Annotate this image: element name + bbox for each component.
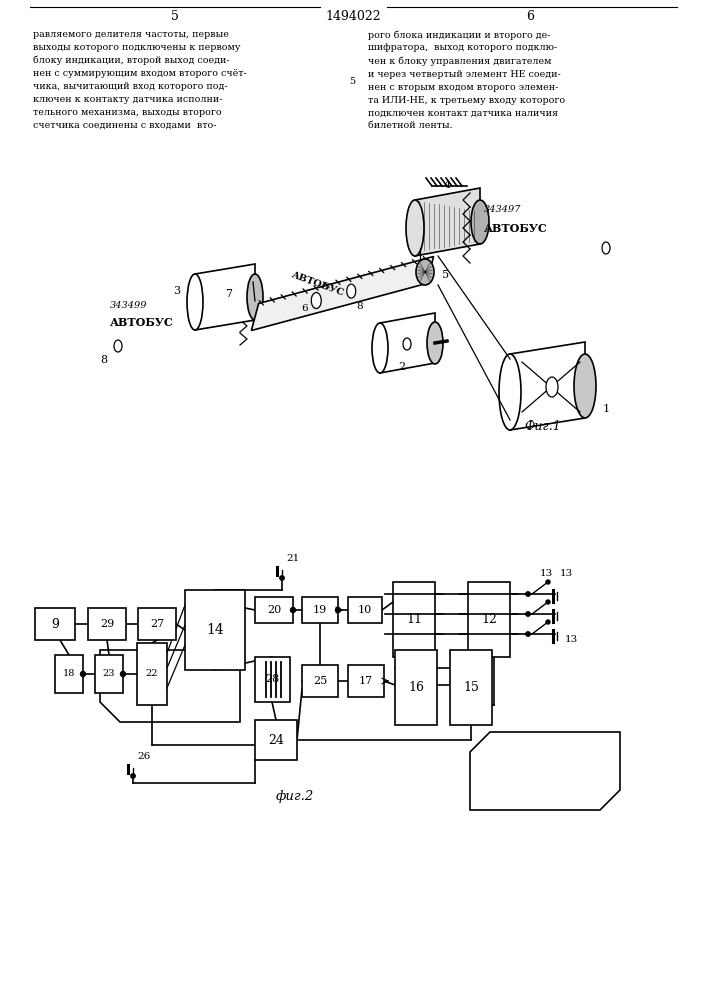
- Bar: [450, 650, 492, 725]
- Bar: [348, 665, 384, 697]
- Ellipse shape: [114, 340, 122, 352]
- Ellipse shape: [602, 242, 610, 254]
- Ellipse shape: [346, 284, 356, 298]
- Bar: [185, 590, 245, 670]
- Text: равляемого делителя частоты, первые
выходы которого подключены к первому
блоку и: равляемого делителя частоты, первые выхо…: [33, 30, 247, 130]
- Text: 343497: 343497: [484, 205, 522, 214]
- Text: 11: 11: [406, 613, 422, 626]
- Circle shape: [336, 607, 341, 612]
- Text: АВТОБУС: АВТОБУС: [110, 317, 174, 328]
- Ellipse shape: [187, 274, 203, 330]
- Text: АВТОБУС: АВТОБУС: [290, 270, 346, 298]
- Circle shape: [526, 632, 530, 636]
- Text: 10: 10: [358, 605, 372, 615]
- Bar: [255, 720, 297, 760]
- Text: 15: 15: [463, 681, 479, 694]
- Bar: [138, 608, 176, 640]
- Bar: [137, 643, 167, 705]
- Text: 9: 9: [51, 617, 59, 631]
- Polygon shape: [510, 342, 585, 430]
- Circle shape: [280, 576, 284, 580]
- Bar: [255, 597, 293, 623]
- Text: 6: 6: [526, 10, 534, 23]
- Text: 8: 8: [356, 302, 363, 311]
- Polygon shape: [415, 188, 480, 256]
- Text: АВТОБУС: АВТОБУС: [484, 223, 548, 234]
- Text: 29: 29: [100, 619, 114, 629]
- Bar: [88, 608, 126, 640]
- Text: 5: 5: [442, 270, 449, 280]
- Polygon shape: [195, 264, 255, 330]
- Polygon shape: [100, 650, 240, 722]
- Bar: [255, 657, 290, 702]
- Text: 13: 13: [560, 569, 573, 578]
- Text: 3: 3: [173, 286, 180, 296]
- Text: 21: 21: [286, 554, 299, 563]
- Text: 13: 13: [540, 569, 554, 578]
- Ellipse shape: [247, 274, 263, 320]
- Text: 17: 17: [359, 676, 373, 686]
- Bar: [55, 655, 83, 693]
- Ellipse shape: [372, 323, 388, 373]
- Circle shape: [81, 672, 86, 676]
- Circle shape: [291, 607, 296, 612]
- Ellipse shape: [403, 338, 411, 350]
- Text: 12: 12: [481, 613, 497, 626]
- Ellipse shape: [471, 200, 489, 244]
- Ellipse shape: [416, 259, 434, 285]
- Ellipse shape: [574, 354, 596, 418]
- Text: 19: 19: [313, 605, 327, 615]
- Text: 343499: 343499: [110, 301, 148, 310]
- Circle shape: [546, 620, 550, 624]
- Bar: [395, 650, 437, 725]
- Circle shape: [131, 774, 135, 778]
- Text: рого блока индикации и второго де-
шифратора,  выход которого подклю-
чен к блок: рого блока индикации и второго де- шифра…: [368, 30, 565, 130]
- Text: 1: 1: [603, 404, 610, 414]
- Bar: [468, 582, 510, 657]
- Text: 18: 18: [63, 670, 75, 678]
- Text: 1494022: 1494022: [325, 10, 381, 23]
- Bar: [95, 655, 123, 693]
- Circle shape: [546, 580, 550, 584]
- Circle shape: [546, 600, 550, 604]
- Text: 4: 4: [443, 180, 450, 190]
- Circle shape: [120, 672, 126, 676]
- Text: фиг.2: фиг.2: [276, 790, 314, 803]
- Text: 5: 5: [349, 78, 355, 87]
- Bar: [35, 608, 75, 640]
- Polygon shape: [470, 732, 620, 810]
- Text: 26: 26: [137, 752, 151, 761]
- Text: 14: 14: [206, 623, 224, 637]
- Ellipse shape: [311, 293, 321, 309]
- Bar: [348, 597, 382, 623]
- Circle shape: [526, 612, 530, 616]
- Text: 2: 2: [399, 362, 406, 372]
- Text: 5: 5: [171, 10, 179, 23]
- Circle shape: [526, 592, 530, 596]
- Text: 28: 28: [265, 674, 280, 684]
- Text: 16: 16: [408, 681, 424, 694]
- Text: 7: 7: [225, 289, 232, 299]
- Text: 6: 6: [301, 304, 308, 313]
- Ellipse shape: [546, 377, 558, 397]
- Text: 22: 22: [146, 670, 158, 678]
- Ellipse shape: [427, 322, 443, 364]
- Polygon shape: [252, 256, 433, 331]
- Text: Фиг.1: Фиг.1: [525, 420, 561, 433]
- Bar: [393, 582, 435, 657]
- Text: 8: 8: [100, 355, 107, 365]
- Ellipse shape: [406, 200, 424, 256]
- Text: 24: 24: [268, 734, 284, 746]
- Bar: [302, 665, 338, 697]
- Text: 20: 20: [267, 605, 281, 615]
- Text: 23: 23: [103, 670, 115, 678]
- Polygon shape: [380, 313, 435, 373]
- Text: 27: 27: [150, 619, 164, 629]
- Text: 13: 13: [565, 635, 578, 644]
- Ellipse shape: [499, 354, 521, 430]
- Text: 25: 25: [313, 676, 327, 686]
- Bar: [302, 597, 338, 623]
